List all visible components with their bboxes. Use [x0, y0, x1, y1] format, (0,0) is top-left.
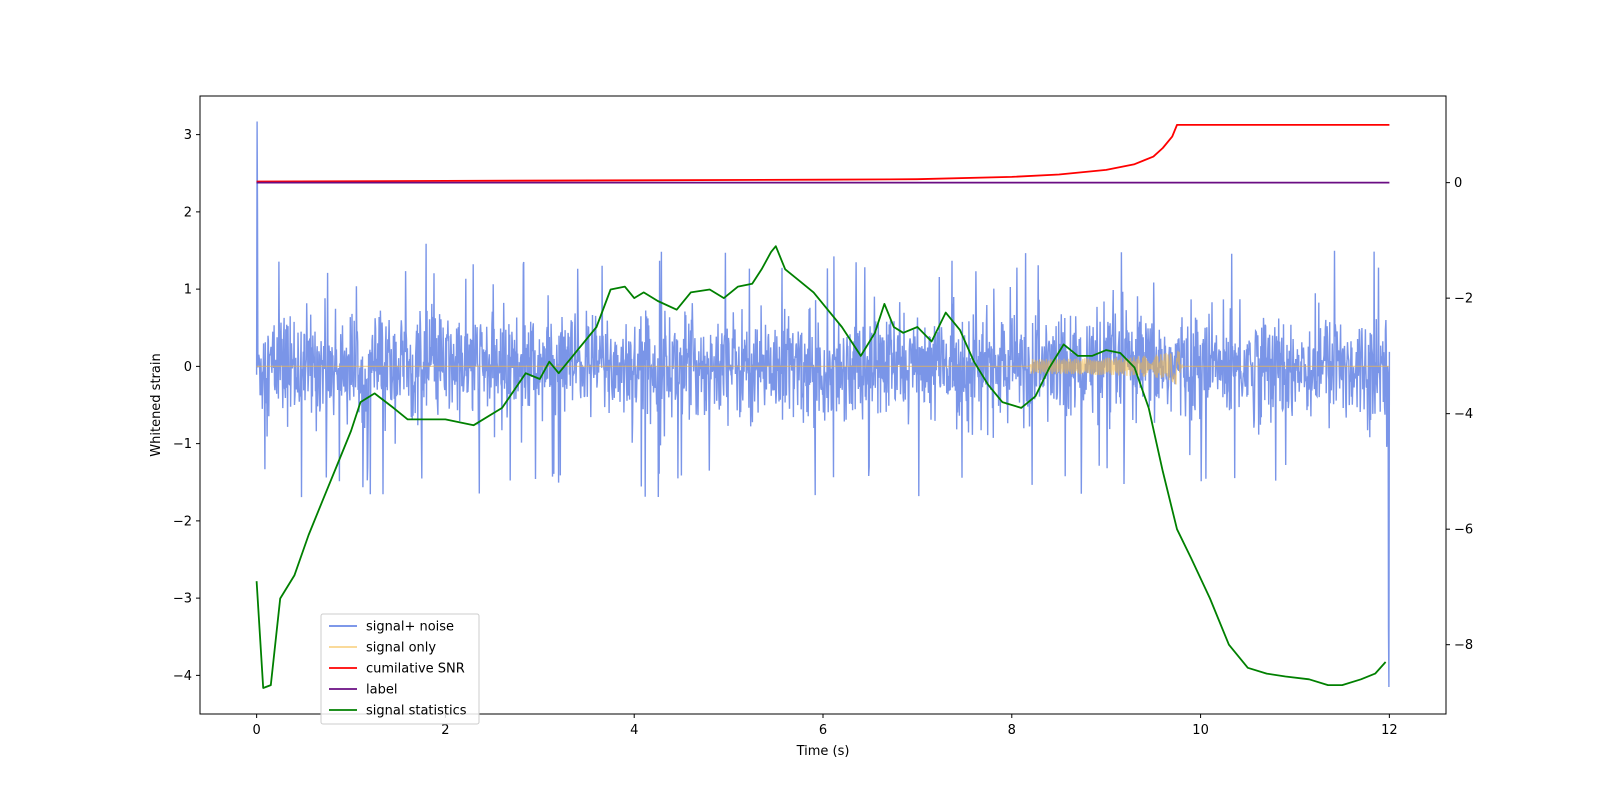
legend-entries: signal+ noise signal only cumilative SNR la…	[329, 620, 467, 719]
y2-tick-label: −8	[1454, 638, 1473, 653]
series-signal-noise-line	[255, 121, 1391, 688]
series-layer	[255, 121, 1391, 689]
legend-label: cumilative SNR	[366, 662, 465, 677]
y-axis-left: −4 −3 −2 −1 0 1 2 3	[173, 128, 200, 684]
legend: signal+ noise signal only cumilative SNR la…	[320, 613, 480, 725]
y-tick-label: −1	[173, 437, 192, 452]
legend-label: signal only	[366, 641, 436, 656]
y2-tick-label: −6	[1454, 523, 1473, 538]
legend-label: label	[366, 683, 397, 698]
x-axis-label: Time (s)	[796, 744, 850, 759]
x-tick-label: 2	[441, 723, 449, 738]
y-tick-label: 2	[184, 205, 192, 220]
y-tick-label: −2	[173, 514, 192, 529]
x-tick-label: 4	[630, 723, 638, 738]
legend-label: signal statistics	[366, 704, 467, 719]
y-tick-label: 1	[184, 283, 192, 298]
series-signal-statistics-line	[255, 245, 1387, 689]
y-tick-label: 3	[184, 128, 192, 143]
x-tick-label: 0	[252, 723, 260, 738]
y-tick-label: −4	[173, 669, 192, 684]
y2-tick-label: −2	[1454, 292, 1473, 307]
legend-frame	[320, 613, 480, 725]
y2-tick-label: 0	[1454, 176, 1462, 191]
x-tick-label: 10	[1192, 723, 1209, 738]
y-tick-label: −3	[173, 592, 192, 607]
series-signal-only-line	[256, 350, 1390, 385]
x-tick-label: 12	[1381, 723, 1398, 738]
y-tick-label: 0	[184, 360, 192, 375]
x-tick-label: 8	[1008, 723, 1016, 738]
y-axis-label: Whitened strain	[149, 353, 164, 456]
x-axis: 0 2 4 6 8 10 12	[252, 714, 1398, 738]
legend-label: signal+ noise	[366, 620, 454, 635]
y-axis-right: −8 −6 −4 −2 0	[1446, 176, 1473, 653]
x-tick-label: 6	[819, 723, 827, 738]
series-cumulative-snr-line	[256, 124, 1390, 183]
y2-tick-label: −4	[1454, 407, 1473, 422]
